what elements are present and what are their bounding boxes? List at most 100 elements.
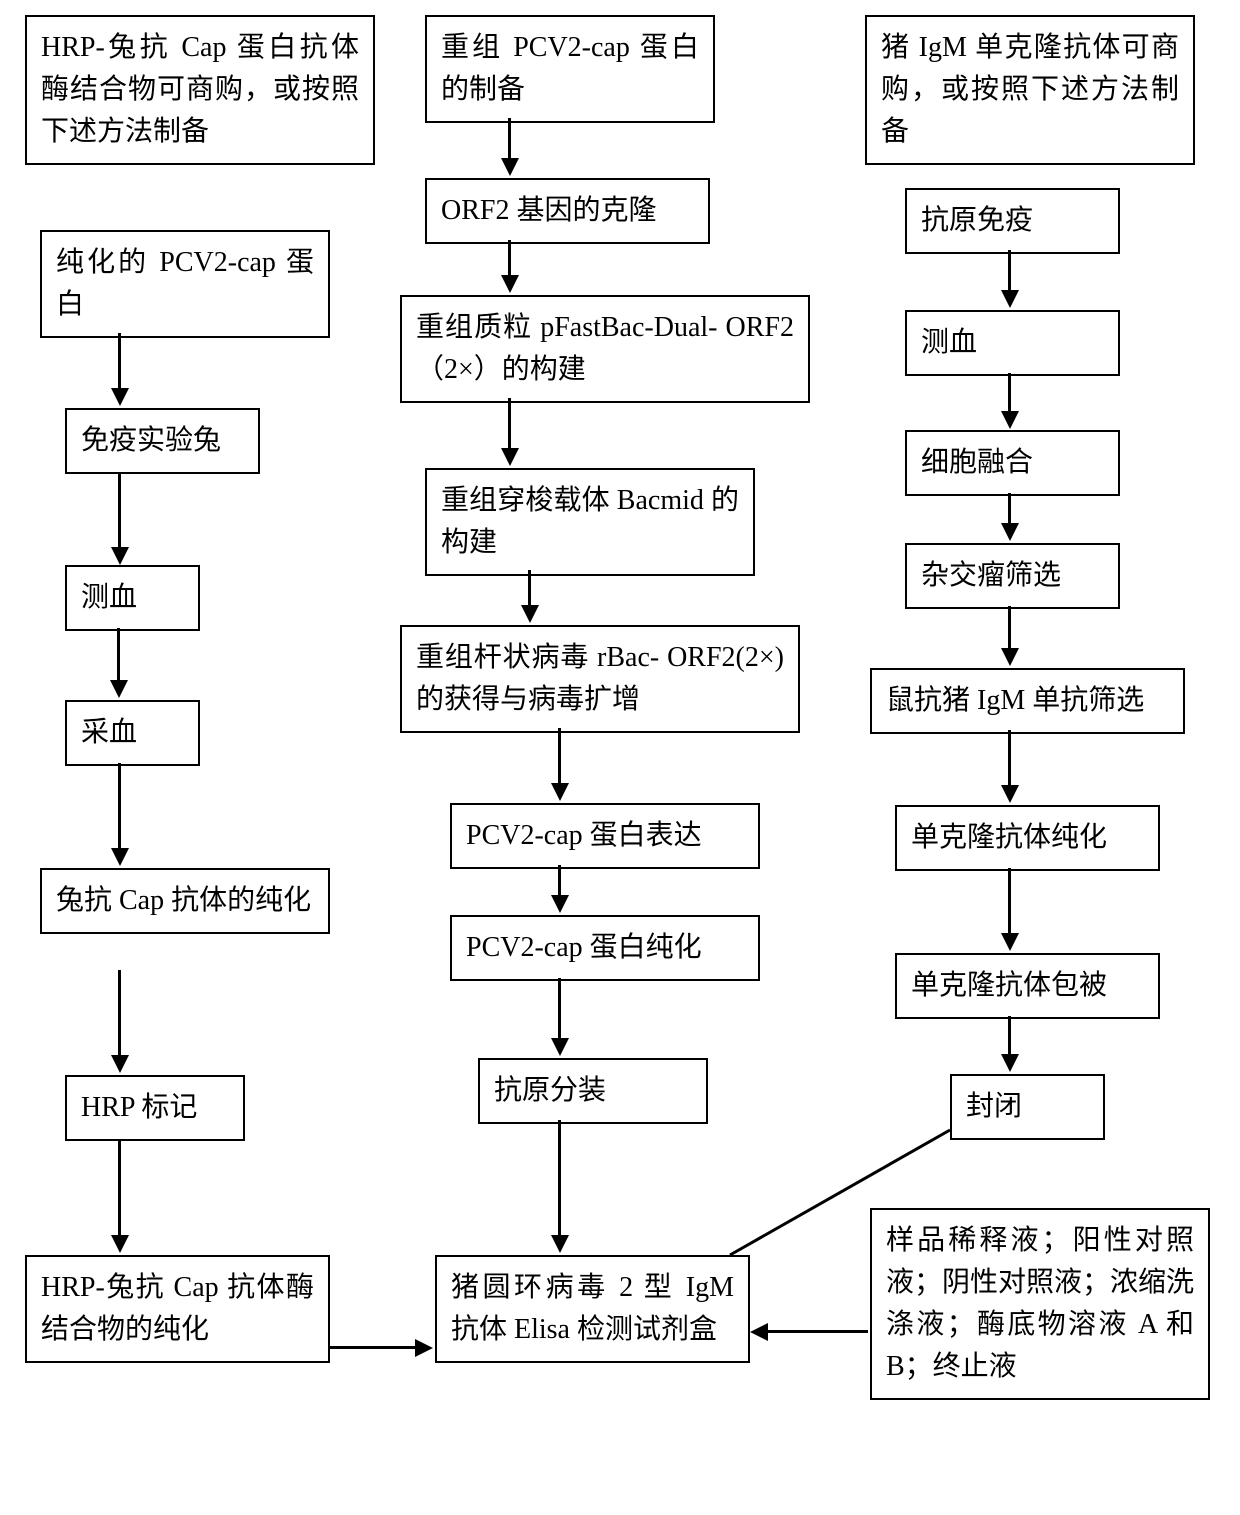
arrow-line xyxy=(1008,1016,1011,1054)
col2-b7-text: 抗原分装 xyxy=(494,1075,606,1106)
arrow-line xyxy=(117,628,120,680)
col3-b6-text: 单克隆抗体纯化 xyxy=(911,822,1107,853)
arrow-line xyxy=(1008,250,1011,290)
col3-box-3: 细胞融合 xyxy=(905,430,1120,496)
col1-b4-text: 采血 xyxy=(81,717,137,748)
arrow-line xyxy=(558,1120,561,1235)
col3-b1-text: 抗原免疫 xyxy=(921,205,1033,236)
arrow-line xyxy=(118,970,121,1055)
arrow-line xyxy=(1008,373,1011,411)
col1-box-7: HRP-兔抗 Cap 抗体酶结合物的纯化 xyxy=(25,1255,330,1363)
col2-box-1: ORF2 基因的克隆 xyxy=(425,178,710,244)
arrow-line xyxy=(118,1140,121,1235)
arrow-head-down xyxy=(1001,933,1019,951)
arrow-head-down xyxy=(501,275,519,293)
col2-b5-text: PCV2-cap 蛋白表达 xyxy=(466,820,702,851)
col3-b3-text: 细胞融合 xyxy=(921,447,1033,478)
col3-box-4: 杂交瘤筛选 xyxy=(905,543,1120,609)
arrow-line xyxy=(768,1330,868,1333)
col2-b6-text: PCV2-cap 蛋白纯化 xyxy=(466,932,702,963)
arrow-head-down xyxy=(111,388,129,406)
reagents-box: 样品稀释液；阳性对照液；阴性对照液；浓缩洗涤液；酶底物溶液 A 和 B；终止液 xyxy=(870,1208,1210,1400)
arrow-line xyxy=(118,472,121,547)
arrow-head-down xyxy=(1001,411,1019,429)
col2-box-5: PCV2-cap 蛋白表达 xyxy=(450,803,760,869)
col3-box-6: 单克隆抗体纯化 xyxy=(895,805,1160,871)
arrow-head-down xyxy=(551,1235,569,1253)
arrow-line xyxy=(558,865,561,895)
col1-header-box: HRP-兔抗 Cap 蛋白抗体酶结合物可商购，或按照下述方法制备 xyxy=(25,15,375,165)
arrow-line xyxy=(118,763,121,848)
col1-box-2: 免疫实验兔 xyxy=(65,408,260,474)
final-kit-box: 猪圆环病毒 2 型 IgM 抗体 Elisa 检测试剂盒 xyxy=(435,1255,750,1363)
col2-box-2: 重组质粒 pFastBac-Dual- ORF2（2×）的构建 xyxy=(400,295,810,403)
col2-b1-text: ORF2 基因的克隆 xyxy=(441,195,656,226)
col3-header-text: 猪 IgM 单克隆抗体可商购，或按照下述方法制备 xyxy=(881,32,1179,147)
arrow-line xyxy=(330,1346,415,1349)
col2-header-text: 重组 PCV2-cap 蛋白的制备 xyxy=(441,32,699,105)
col3-b5-text: 鼠抗猪 IgM 单抗筛选 xyxy=(886,685,1144,716)
col3-header-box: 猪 IgM 单克隆抗体可商购，或按照下述方法制备 xyxy=(865,15,1195,165)
col1-box-3: 测血 xyxy=(65,565,200,631)
col3-box-2: 测血 xyxy=(905,310,1120,376)
arrow-line xyxy=(508,398,511,448)
col1-b6-text: HRP 标记 xyxy=(81,1092,197,1123)
arrow-head-down xyxy=(521,605,539,623)
arrow-head-down xyxy=(1001,290,1019,308)
col2-box-3: 重组穿梭载体 Bacmid 的构建 xyxy=(425,468,755,576)
arrow-head-down xyxy=(1001,523,1019,541)
col1-box-5: 兔抗 Cap 抗体的纯化 xyxy=(40,868,330,934)
col2-box-4: 重组杆状病毒 rBac- ORF2(2×)的获得与病毒扩增 xyxy=(400,625,800,733)
col3-b7-text: 单克隆抗体包被 xyxy=(911,970,1107,1001)
col3-box-8: 封闭 xyxy=(950,1074,1105,1140)
arrow-line xyxy=(558,728,561,783)
arrow-head-down xyxy=(551,783,569,801)
arrow-head-down xyxy=(1001,785,1019,803)
col3-box-5: 鼠抗猪 IgM 单抗筛选 xyxy=(870,668,1185,734)
arrow-head-right xyxy=(415,1339,433,1357)
arrow-line xyxy=(1008,606,1011,648)
col2-b4-text: 重组杆状病毒 rBac- ORF2(2×)的获得与病毒扩增 xyxy=(416,642,784,715)
arrow-line xyxy=(1008,493,1011,523)
arrow-line xyxy=(558,978,561,1038)
arrow-head-down xyxy=(111,547,129,565)
col1-header-text: HRP-兔抗 Cap 蛋白抗体酶结合物可商购，或按照下述方法制备 xyxy=(41,32,359,147)
arrow-head-down xyxy=(1001,648,1019,666)
arrow-head-down xyxy=(110,680,128,698)
col1-b3-text: 测血 xyxy=(81,582,137,613)
arrow-line xyxy=(118,333,121,388)
arrow-line xyxy=(528,570,531,605)
arrow-head-down xyxy=(501,448,519,466)
col1-box-1: 纯化的 PCV2-cap 蛋白 xyxy=(40,230,330,338)
arrow-head-down xyxy=(551,895,569,913)
col3-b2-text: 测血 xyxy=(921,327,977,358)
col1-b1-text: 纯化的 PCV2-cap 蛋白 xyxy=(56,247,314,320)
arrow-line xyxy=(1008,868,1011,933)
col2-header-box: 重组 PCV2-cap 蛋白的制备 xyxy=(425,15,715,123)
col3-box-7: 单克隆抗体包被 xyxy=(895,953,1160,1019)
final-box-text: 猪圆环病毒 2 型 IgM 抗体 Elisa 检测试剂盒 xyxy=(451,1272,734,1345)
arrow-head-down xyxy=(111,1055,129,1073)
col1-b2-text: 免疫实验兔 xyxy=(81,425,221,456)
arrow-head-down xyxy=(111,1235,129,1253)
reagents-text: 样品稀释液；阳性对照液；阴性对照液；浓缩洗涤液；酶底物溶液 A 和 B；终止液 xyxy=(886,1225,1194,1382)
arrow-head-down xyxy=(501,158,519,176)
col1-b7-text: HRP-兔抗 Cap 抗体酶结合物的纯化 xyxy=(41,1272,314,1345)
arrow-head-down xyxy=(1001,1054,1019,1072)
arrow-head-down xyxy=(111,848,129,866)
col2-b2-text: 重组质粒 pFastBac-Dual- ORF2（2×）的构建 xyxy=(416,312,794,385)
col1-box-4: 采血 xyxy=(65,700,200,766)
col2-box-7: 抗原分装 xyxy=(478,1058,708,1124)
arrow-head-left xyxy=(750,1323,768,1341)
col2-box-6: PCV2-cap 蛋白纯化 xyxy=(450,915,760,981)
col1-box-6: HRP 标记 xyxy=(65,1075,245,1141)
col3-b8-text: 封闭 xyxy=(966,1091,1022,1122)
arrow-line xyxy=(508,118,511,158)
arrow-line xyxy=(508,240,511,275)
col1-b5-text: 兔抗 Cap 抗体的纯化 xyxy=(56,885,311,916)
col3-box-1: 抗原免疫 xyxy=(905,188,1120,254)
arrow-head-down xyxy=(551,1038,569,1056)
col2-b3-text: 重组穿梭载体 Bacmid 的构建 xyxy=(441,485,739,558)
arrow-line xyxy=(1008,730,1011,785)
col3-b4-text: 杂交瘤筛选 xyxy=(921,560,1061,591)
